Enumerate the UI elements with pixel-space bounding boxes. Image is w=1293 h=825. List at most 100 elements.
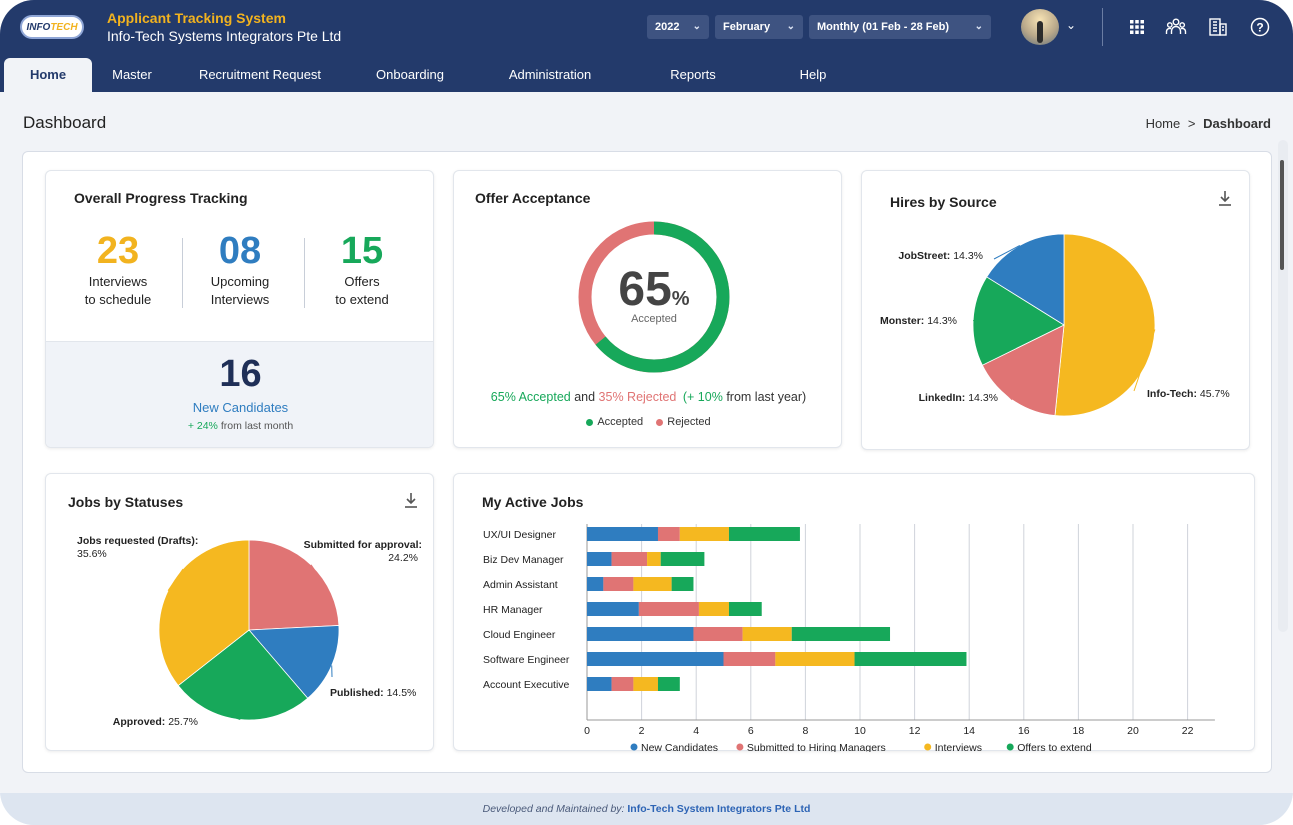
metric-value: 08 — [218, 230, 262, 272]
breadcrumb-home[interactable]: Home — [1145, 116, 1181, 131]
bar-segment-new-candidates[interactable] — [587, 527, 658, 541]
legend-item[interactable]: Offers to extend — [1017, 742, 1092, 752]
bar-segment-new-candidates[interactable] — [587, 627, 694, 641]
legend-accepted-swatch — [586, 418, 594, 426]
offer-summary: 65% Accepted and 35% Rejected (+ 10% fro… — [454, 390, 843, 404]
bar-segment-new-candidates[interactable] — [587, 552, 612, 566]
pie-data-label: LinkedIn: 14.3% — [919, 392, 998, 404]
bar-segment-offers-to-extend[interactable] — [657, 677, 680, 691]
legend-swatch — [630, 743, 638, 751]
avatar[interactable] — [1021, 9, 1059, 45]
pie-slice-published[interactable] — [248, 625, 340, 699]
bar-segment-offers-to-extend[interactable] — [854, 652, 967, 666]
bar-segment-submitted-to-hiring-managers[interactable] — [611, 552, 648, 566]
tab-help[interactable]: Help — [799, 67, 827, 82]
pie-data-label-value: 24.2% — [388, 552, 418, 564]
bar-segment-submitted-to-hiring-managers[interactable] — [723, 652, 776, 666]
offer-donut-chart — [578, 221, 730, 373]
x-tick-label: 10 — [854, 725, 866, 737]
pie-slice-submitted-for-approval[interactable] — [248, 539, 340, 631]
y-category-label: Account Executive — [483, 679, 570, 691]
bar-segment-interviews[interactable] — [633, 677, 658, 691]
bar-segment-interviews[interactable] — [775, 652, 855, 666]
jobs-status-title: Jobs by Statuses — [68, 494, 184, 510]
bar-segment-offers-to-extend[interactable] — [728, 602, 762, 616]
legend-item[interactable]: New Candidates — [641, 742, 718, 752]
bar-segment-offers-to-extend[interactable] — [660, 552, 705, 566]
pie-data-label: Jobs requested (Drafts): — [77, 535, 198, 547]
bar-segment-offers-to-extend[interactable] — [728, 527, 800, 541]
download-icon[interactable] — [1216, 189, 1234, 209]
pie-leader-line — [167, 568, 184, 591]
offer-change: (+ 10% — [682, 390, 723, 404]
bar-segment-submitted-to-hiring-managers[interactable] — [657, 527, 680, 541]
bar-segment-new-candidates[interactable] — [587, 677, 612, 691]
legend-accepted[interactable]: Accepted — [597, 416, 644, 428]
y-category-label: Admin Assistant — [483, 579, 558, 591]
bar-segment-interviews[interactable] — [647, 552, 661, 566]
bar-segment-offers-to-extend[interactable] — [671, 577, 694, 591]
download-icon[interactable] — [402, 491, 420, 511]
tab-master[interactable]: Master — [112, 67, 152, 82]
footer-company: Info-Tech System Integrators Pte Ltd — [627, 803, 811, 815]
bar-segment-submitted-to-hiring-managers[interactable] — [638, 602, 699, 616]
offer-legend: Accepted Rejected — [454, 416, 843, 428]
progress-title: Overall Progress Tracking — [74, 190, 248, 206]
pie-leader-line — [993, 245, 1021, 260]
bar-segment-submitted-to-hiring-managers[interactable] — [603, 577, 634, 591]
offer-percent-sign: % — [671, 288, 690, 310]
apps-grid-icon[interactable] — [1126, 16, 1148, 38]
bar-segment-interviews[interactable] — [633, 577, 672, 591]
tab-recruitment-request[interactable]: Recruitment Request — [198, 67, 322, 82]
bar-segment-submitted-to-hiring-managers[interactable] — [611, 677, 634, 691]
new-candidates-label: New Candidates — [192, 400, 289, 415]
month-select[interactable]: February ⌄ — [715, 15, 803, 39]
new-candidates-change: + 24% — [187, 420, 218, 432]
help-icon[interactable]: ? — [1249, 16, 1271, 38]
bar-segment-submitted-to-hiring-managers[interactable] — [693, 627, 743, 641]
scrollbar[interactable] — [1278, 140, 1288, 632]
users-icon[interactable] — [1165, 16, 1187, 38]
scrollbar-thumb[interactable] — [1280, 160, 1284, 270]
hires-by-source-card: Hires by Source Info-Tech: 45.7% LinkedIn… — [861, 170, 1250, 450]
org-name: Info-Tech Systems Integrators Pte Ltd — [107, 28, 342, 44]
active-jobs-bar-chart: 0 2 4 6 8 10 12 14 16 18 20 22 UX/UI Designer Biz Dev… — [483, 524, 1215, 752]
bar-segment-interviews[interactable] — [742, 627, 792, 641]
offer-accepted-text: 65% Accepted — [490, 390, 571, 404]
period-select[interactable]: Monthly (01 Feb - 28 Feb) ⌄ — [809, 15, 991, 39]
tab-reports[interactable]: Reports — [670, 67, 716, 82]
metric-divider — [182, 238, 183, 308]
pie-slice-info-tech[interactable] — [1054, 233, 1156, 417]
tab-home[interactable]: Home — [4, 58, 92, 92]
metric-label: Offers — [344, 274, 380, 289]
legend-rejected[interactable]: Rejected — [667, 416, 711, 428]
tab-onboarding[interactable]: Onboarding — [376, 67, 444, 82]
bar-segment-offers-to-extend[interactable] — [791, 627, 891, 641]
legend-swatch — [1006, 743, 1014, 751]
bar-segment-interviews[interactable] — [679, 527, 729, 541]
pie-slice-linkedin[interactable] — [981, 324, 1065, 416]
y-category-label: Biz Dev Manager — [483, 554, 564, 566]
breadcrumb-current: Dashboard — [1203, 116, 1271, 131]
legend-item[interactable]: Submitted to Hiring Managers — [747, 742, 886, 752]
year-select[interactable]: 2022 ⌄ — [647, 15, 709, 39]
period-value: Monthly (01 Feb - 28 Feb) — [817, 21, 950, 33]
y-category-label: Software Engineer — [483, 654, 570, 666]
metric-label: Interviews — [210, 292, 270, 307]
bar-segment-new-candidates[interactable] — [587, 577, 604, 591]
x-tick-label: 12 — [909, 725, 921, 737]
building-icon[interactable] — [1207, 16, 1229, 38]
tab-administration[interactable]: Administration — [508, 67, 592, 82]
metric-offers-to-extend: 15 Offers to extend — [312, 231, 412, 309]
new-candidates-panel[interactable]: 16 New Candidates + 24% from last month — [46, 341, 433, 447]
bar-segment-new-candidates[interactable] — [587, 652, 724, 666]
legend-item[interactable]: Interviews — [935, 742, 982, 752]
bar-segment-new-candidates[interactable] — [587, 602, 639, 616]
chevron-down-icon[interactable]: ⌄ — [1066, 18, 1077, 32]
app-title: Applicant Tracking System — [107, 10, 286, 26]
pie-data-label: Info-Tech: 45.7% — [1147, 388, 1230, 400]
new-candidates-value: 16 — [219, 353, 262, 395]
pie-slice-monster[interactable] — [972, 276, 1065, 366]
pie-leader-line — [310, 564, 317, 573]
bar-segment-interviews[interactable] — [698, 602, 729, 616]
